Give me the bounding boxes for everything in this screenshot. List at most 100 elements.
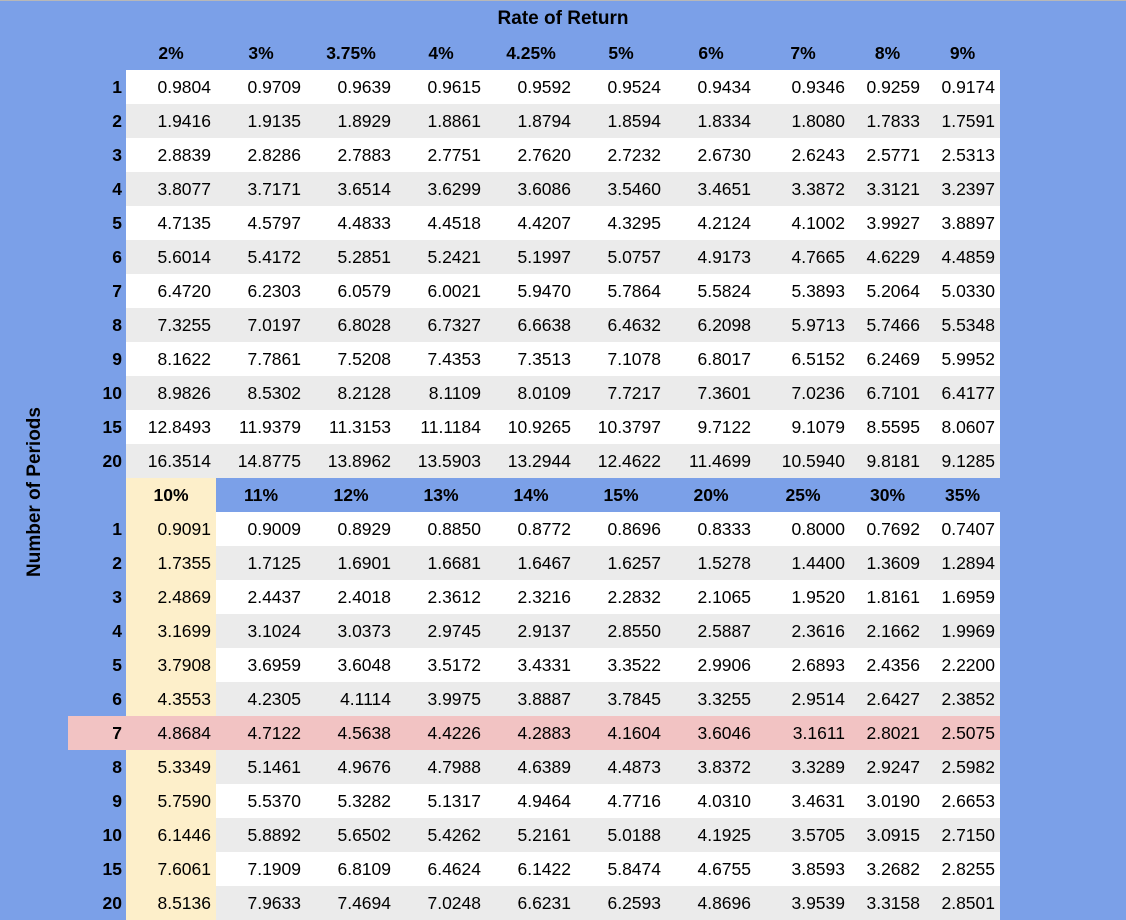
rate-header: 2%: [158, 42, 184, 63]
period-label: 6: [112, 688, 122, 709]
table-cell: 2.3852: [925, 682, 1000, 716]
table-cell: 11.9379: [216, 410, 306, 444]
table-cell: 2.9514: [756, 682, 850, 716]
table-cell: 3.0373: [306, 614, 396, 648]
table-cell: 2.3216: [486, 580, 576, 614]
header-row: 10% 11% 12% 13% 14% 15% 20% 25% 30% 35%: [68, 478, 1000, 512]
table-cell: 3.7171: [216, 172, 306, 206]
rate-header: 5%: [608, 42, 634, 63]
table-cell: 2.2200: [925, 648, 1000, 682]
table-row: 15 7.6061 7.1909 6.8109 6.4624 6.1422 5.8474 4.…: [68, 852, 1000, 886]
table-cell: 4.7716: [576, 784, 666, 818]
corner-cell: [68, 36, 126, 70]
table-cell: 7.6061: [126, 852, 216, 886]
table-cell: 2.3616: [756, 614, 850, 648]
table-cell: 3.5172: [396, 648, 486, 682]
table-cell: 4.0310: [666, 784, 756, 818]
table-cell: 1.9520: [756, 580, 850, 614]
table-cell: 0.9434: [666, 70, 756, 104]
table-cell: 2.1662: [850, 614, 925, 648]
table-cell: 2.9906: [666, 648, 756, 682]
table-cell: 0.8696: [576, 512, 666, 546]
table-cell: 3.3255: [666, 682, 756, 716]
table-cell: 1.2894: [925, 546, 1000, 580]
table-cell: 2.7232: [576, 138, 666, 172]
table-cell: 6.2469: [850, 342, 925, 376]
table-cell: 1.6681: [396, 546, 486, 580]
table-cell: 6.2303: [216, 274, 306, 308]
rate-header: 9%: [949, 42, 976, 63]
table-cell: 12.4622: [576, 444, 666, 478]
table-cell: 0.9615: [396, 70, 486, 104]
table-cell: 3.1024: [216, 614, 306, 648]
table-cell: 9.1079: [756, 410, 850, 444]
table-cell: 0.9592: [486, 70, 576, 104]
table-cell: 0.8333: [666, 512, 756, 546]
table-row: 10 6.1446 5.8892 5.6502 5.4262 5.2161 5.0188 4.…: [68, 818, 1000, 852]
table-cell: 3.6514: [306, 172, 396, 206]
table-cell: 5.5824: [666, 274, 756, 308]
table-row: 4 3.1699 3.1024 3.0373 2.9745 2.9137 2.8550 2.5…: [68, 614, 1000, 648]
rate-header: 20%: [693, 484, 729, 505]
period-label: 3: [112, 586, 122, 607]
table-cell: 2.8255: [925, 852, 1000, 886]
table-cell: 2.5887: [666, 614, 756, 648]
table-cell: 10.9265: [486, 410, 576, 444]
table-row: 9 5.7590 5.5370 5.3282 5.1317 4.9464 4.7716 4.0…: [68, 784, 1000, 818]
table-cell: 5.7864: [576, 274, 666, 308]
period-label: 9: [112, 348, 122, 369]
table-cell: 5.4172: [216, 240, 306, 274]
table-row: 10 8.9826 8.5302 8.2128 8.1109 8.0109 7.7217 7.…: [68, 376, 1000, 410]
table-cell: 7.7217: [576, 376, 666, 410]
table-row: 5 3.7908 3.6959 3.6048 3.5172 3.4331 3.3522 2.9…: [68, 648, 1000, 682]
table-cell: 7.4694: [306, 886, 396, 920]
table-cell: 0.9804: [126, 70, 216, 104]
table-row: 5 4.7135 4.5797 4.4833 4.4518 4.4207 4.3295 4.2…: [68, 206, 1000, 240]
table-cell: 16.3514: [126, 444, 216, 478]
table-row: 2 1.9416 1.9135 1.8929 1.8861 1.8794 1.8594 1.8…: [68, 104, 1000, 138]
table-cell: 5.2161: [486, 818, 576, 852]
table-cell: 4.8684: [126, 716, 216, 750]
table-cell: 2.6653: [925, 784, 1000, 818]
rate-header: 4%: [428, 42, 454, 63]
table-cell: 4.1925: [666, 818, 756, 852]
table-cell: 4.9464: [486, 784, 576, 818]
table-cell: 5.9470: [486, 274, 576, 308]
table-cell: 1.5278: [666, 546, 756, 580]
rate-header: 12%: [333, 484, 369, 505]
table-cell: 5.2851: [306, 240, 396, 274]
table-cell: 3.7845: [576, 682, 666, 716]
table-cell: 11.1184: [396, 410, 486, 444]
table-cell: 5.7590: [126, 784, 216, 818]
table-cell: 0.9346: [756, 70, 850, 104]
period-label: 9: [112, 790, 122, 811]
table-cell: 1.8080: [756, 104, 850, 138]
table-cell: 2.7751: [396, 138, 486, 172]
table-cell: 12.8493: [126, 410, 216, 444]
table-cell: 2.5075: [925, 716, 1000, 750]
table-title: Rate of Return: [497, 8, 629, 29]
table-cell: 3.6086: [486, 172, 576, 206]
table-cell: 6.2593: [576, 886, 666, 920]
rate-header: 8%: [874, 42, 901, 63]
table-cell: 0.9524: [576, 70, 666, 104]
table-section-high-rates: 10% 11% 12% 13% 14% 15% 20% 25% 30% 35% 1 0.9091 0.9…: [68, 478, 1000, 920]
table-cell: 2.8839: [126, 138, 216, 172]
table-cell: 11.4699: [666, 444, 756, 478]
table-cell: 2.6893: [756, 648, 850, 682]
table-cell: 4.7122: [216, 716, 306, 750]
period-label: 5: [112, 654, 122, 675]
table-cell: 2.9137: [486, 614, 576, 648]
rate-header: 15%: [603, 484, 639, 505]
period-label: 6: [112, 246, 122, 267]
corner-cell: [68, 478, 126, 512]
table-cell: 6.0021: [396, 274, 486, 308]
table-cell: 4.7988: [396, 750, 486, 784]
table-cell: 6.4720: [126, 274, 216, 308]
table-cell: 1.7355: [126, 546, 216, 580]
table-cell: 0.9091: [126, 512, 216, 546]
table-cell: 4.5797: [216, 206, 306, 240]
table-cell: 5.0188: [576, 818, 666, 852]
table-cell: 9.1285: [925, 444, 1000, 478]
table-cell: 5.0330: [925, 274, 1000, 308]
